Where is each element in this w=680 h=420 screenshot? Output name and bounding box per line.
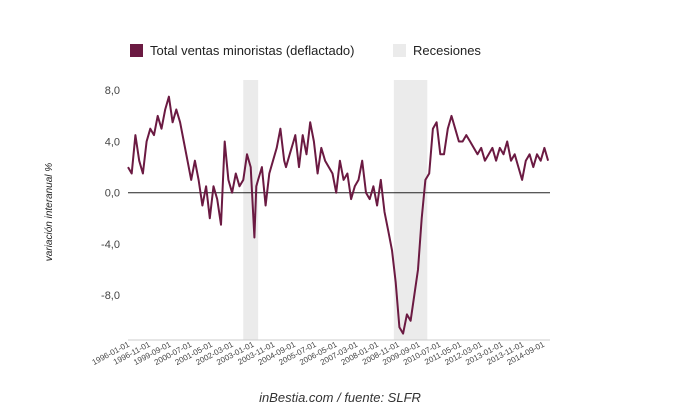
y-tick-label: -8,0 (101, 290, 120, 302)
legend: Total ventas minoristas (deflactado) Rec… (130, 43, 481, 58)
legend-swatch-recession (393, 44, 406, 57)
y-axis-label: variación interanual % (44, 163, 55, 261)
legend-label-series: Total ventas minoristas (deflactado) (150, 43, 354, 58)
source-note: inBestia.com / fuente: SLFR (259, 390, 421, 405)
series-line-ventas (127, 95, 550, 335)
y-tick-label: 8,0 (105, 85, 120, 97)
x-axis-ticks: 1996-01-011996-11-011999-09-012000-07-01… (91, 340, 547, 367)
legend-label-recession: Recesiones (413, 43, 481, 58)
y-tick-label: -4,0 (101, 239, 120, 251)
y-tick-label: 4,0 (105, 136, 120, 148)
y-axis-ticks: 8,0 4,0 0,0 -4,0 -8,0 (101, 85, 120, 302)
legend-swatch-series (130, 44, 143, 57)
recession-bands (243, 80, 428, 340)
recession-band-1 (243, 80, 259, 340)
y-tick-label: 0,0 (105, 188, 120, 200)
